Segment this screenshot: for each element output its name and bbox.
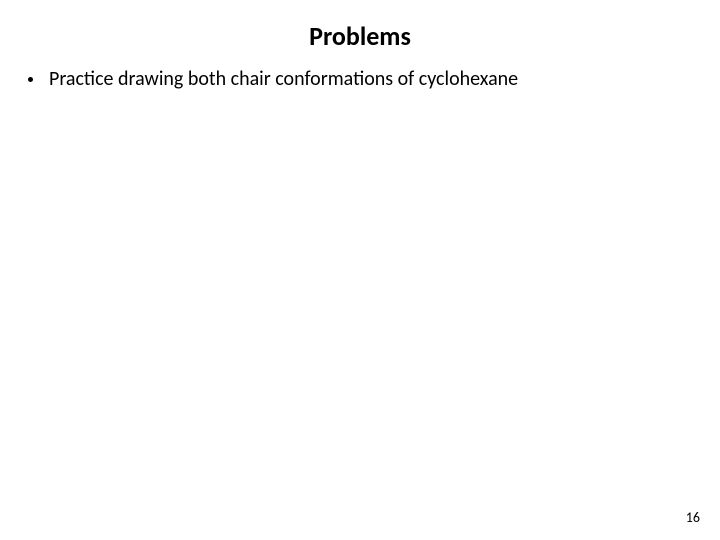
list-item: Practice drawing both chair conformation…	[28, 66, 692, 92]
bullet-text: Practice drawing both chair conformation…	[49, 66, 518, 92]
bullet-list: Practice drawing both chair conformation…	[28, 66, 692, 100]
bullet-icon	[28, 77, 33, 82]
slide-title: Problems	[0, 20, 720, 52]
slide: Problems Practice drawing both chair con…	[0, 0, 720, 540]
page-number: 16	[686, 509, 700, 526]
